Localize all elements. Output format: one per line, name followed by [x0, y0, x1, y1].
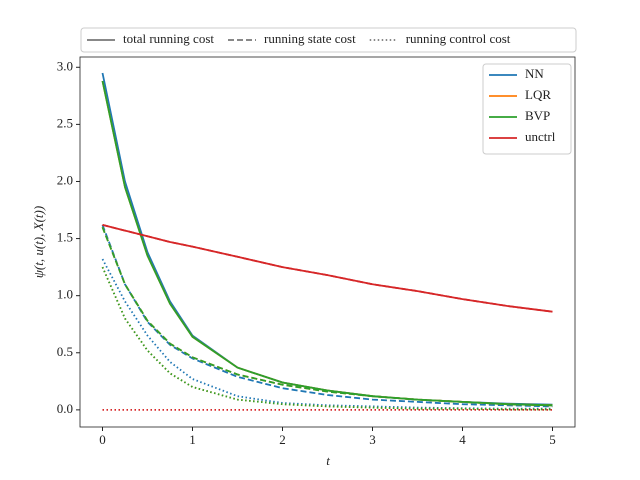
legend-label: LQR [525, 87, 551, 102]
y-tick-label: 1.5 [57, 230, 73, 245]
style-legend-label: total running cost [123, 31, 214, 46]
x-axis-label: t [326, 453, 330, 468]
y-tick-label: 0.0 [57, 401, 73, 416]
y-tick-label: 3.0 [57, 58, 73, 73]
series-line [101, 226, 553, 407]
series-line [101, 224, 553, 408]
y-tick-label: 2.5 [57, 115, 73, 130]
legend-label: BVP [525, 108, 550, 123]
x-tick-label: 2 [279, 432, 286, 447]
legend-label: unctrl [525, 129, 556, 144]
style-legend-label: running state cost [264, 31, 356, 46]
x-tick-label: 3 [369, 432, 376, 447]
series-line [101, 226, 553, 407]
style-legend-label: running control cost [406, 31, 511, 46]
x-tick-label: 5 [549, 432, 556, 447]
x-tick-label: 1 [189, 432, 196, 447]
y-axis-label: ψ(t, u(t), X(t)) [31, 206, 46, 278]
y-tick-label: 2.0 [57, 172, 73, 187]
y-tick-label: 0.5 [57, 344, 73, 359]
legend-box [482, 63, 572, 155]
legend-label: NN [525, 66, 544, 81]
series-line [102, 224, 553, 313]
series-line [101, 258, 553, 410]
series-line [101, 266, 553, 411]
series-line [102, 224, 553, 313]
x-tick-label: 0 [99, 432, 106, 447]
plot-frame [79, 56, 576, 428]
x-tick-label: 4 [459, 432, 466, 447]
style-legend-box [80, 27, 577, 53]
series-line [101, 266, 553, 411]
y-tick-label: 1.0 [57, 287, 73, 302]
